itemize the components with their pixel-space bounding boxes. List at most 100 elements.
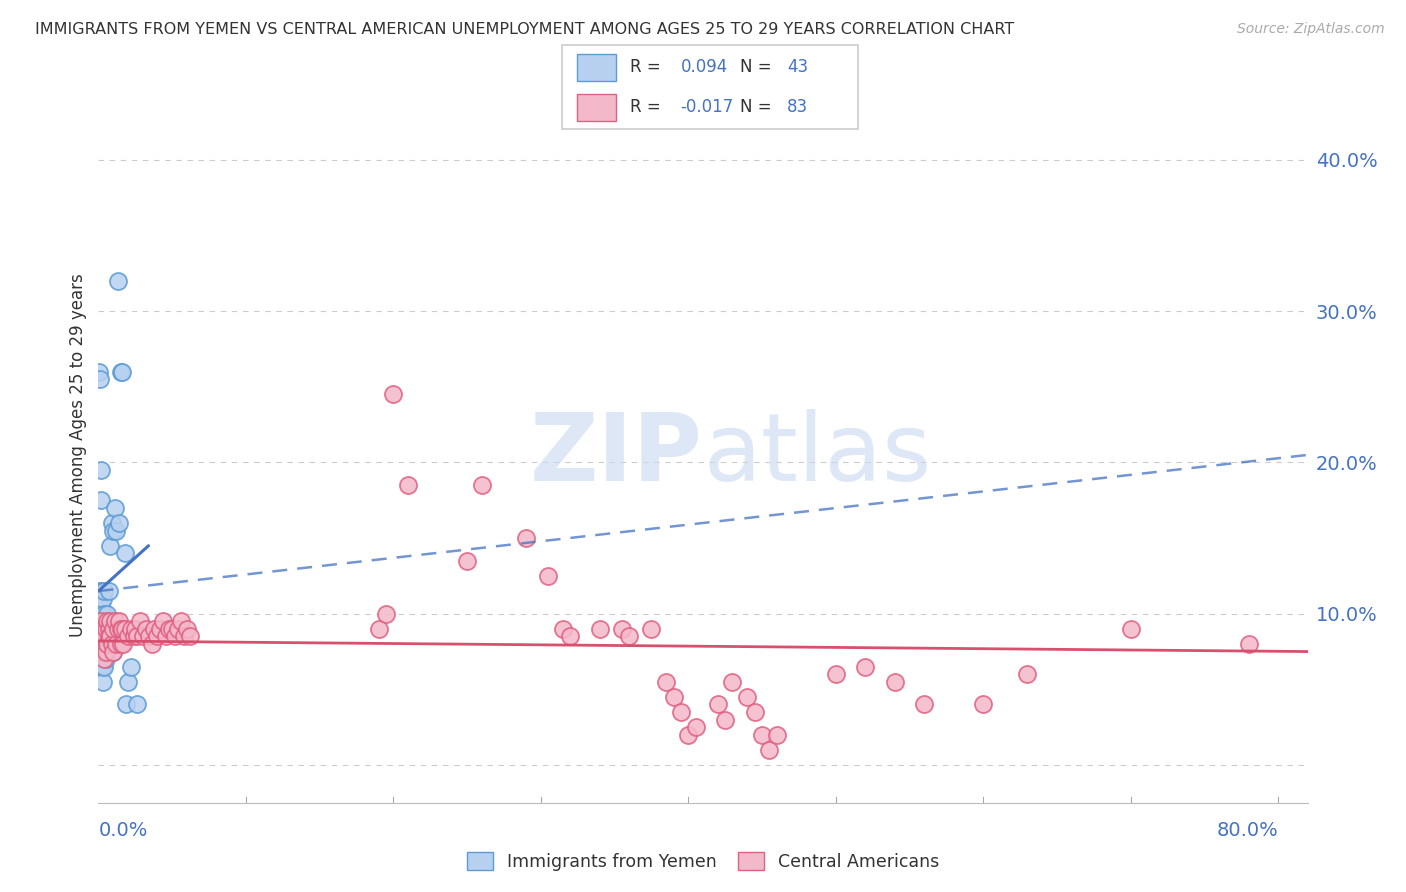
Point [735, 690, 758, 704]
Point [97, 584, 120, 599]
Point [93, 659, 115, 673]
Point [96, 615, 118, 629]
Point [89, 365, 111, 379]
Point [972, 698, 994, 712]
Point [883, 674, 905, 689]
Point [90, 637, 112, 651]
Point [112, 637, 135, 651]
Point [93, 629, 115, 643]
Point [94, 622, 117, 636]
Point [167, 622, 190, 636]
Point [90, 652, 112, 666]
Point [101, 622, 124, 636]
Point [97, 629, 120, 643]
Text: R =: R = [630, 98, 666, 116]
Text: N =: N = [740, 58, 776, 76]
Point [96, 607, 118, 621]
Point [146, 629, 169, 643]
Point [149, 622, 172, 636]
Point [367, 622, 389, 636]
Point [91, 644, 114, 658]
Point [589, 622, 612, 636]
Point [115, 698, 138, 712]
Point [157, 622, 180, 636]
Point [751, 728, 773, 742]
Point [94, 644, 117, 658]
Point [107, 274, 129, 288]
Point [94, 622, 117, 636]
Point [758, 743, 780, 757]
Point [179, 629, 201, 643]
Point [515, 531, 537, 545]
Point [105, 524, 128, 538]
Point [131, 629, 153, 643]
Text: R =: R = [630, 58, 666, 76]
Point [89, 622, 111, 636]
Point [706, 698, 728, 712]
Point [120, 622, 142, 636]
Point [93, 644, 115, 658]
Point [744, 705, 766, 719]
Point [1119, 622, 1142, 636]
Point [91, 591, 114, 606]
Y-axis label: Unemployment Among Ages 25 to 29 years: Unemployment Among Ages 25 to 29 years [69, 273, 87, 637]
Point [110, 365, 132, 379]
Text: 0.094: 0.094 [681, 58, 728, 76]
Text: N =: N = [740, 98, 776, 116]
Point [1017, 667, 1039, 681]
Bar [578, 94, 616, 120]
Text: 80.0%: 80.0% [1216, 821, 1278, 840]
Point [100, 637, 122, 651]
Point [96, 637, 118, 651]
Point [104, 500, 127, 515]
Point [93, 652, 115, 666]
Point [714, 713, 737, 727]
Point [110, 637, 132, 651]
Point [96, 629, 118, 643]
Bar [578, 54, 616, 81]
Point [141, 637, 163, 651]
Point [124, 622, 146, 636]
Point [97, 622, 120, 636]
Text: -0.017: -0.017 [681, 98, 734, 116]
Point [678, 728, 700, 742]
Point [165, 629, 187, 643]
Text: 43: 43 [787, 58, 808, 76]
Point [662, 690, 685, 704]
Point [456, 554, 478, 568]
Point [721, 674, 744, 689]
Text: 0.0%: 0.0% [98, 821, 148, 840]
Point [122, 629, 145, 643]
Point [655, 674, 678, 689]
Point [853, 659, 876, 673]
Point [375, 607, 398, 621]
Point [90, 659, 112, 673]
Point [111, 365, 134, 379]
Point [382, 387, 405, 401]
Point [110, 622, 132, 636]
Point [1237, 637, 1260, 651]
Point [125, 629, 148, 643]
Point [105, 637, 128, 651]
Point [91, 622, 114, 636]
Point [117, 674, 139, 689]
Point [90, 463, 112, 477]
Point [111, 622, 134, 636]
Point [100, 516, 122, 530]
Point [114, 546, 136, 560]
Point [170, 615, 193, 629]
Point [155, 629, 177, 643]
Point [114, 622, 136, 636]
Point [640, 622, 662, 636]
Text: ZIP: ZIP [530, 409, 703, 501]
Point [152, 615, 174, 629]
Point [90, 493, 112, 508]
Point [173, 629, 195, 643]
Point [551, 622, 574, 636]
Point [138, 629, 160, 643]
Point [91, 644, 114, 658]
Point [471, 478, 494, 492]
Point [104, 615, 127, 629]
Point [90, 615, 112, 629]
Point [824, 667, 846, 681]
